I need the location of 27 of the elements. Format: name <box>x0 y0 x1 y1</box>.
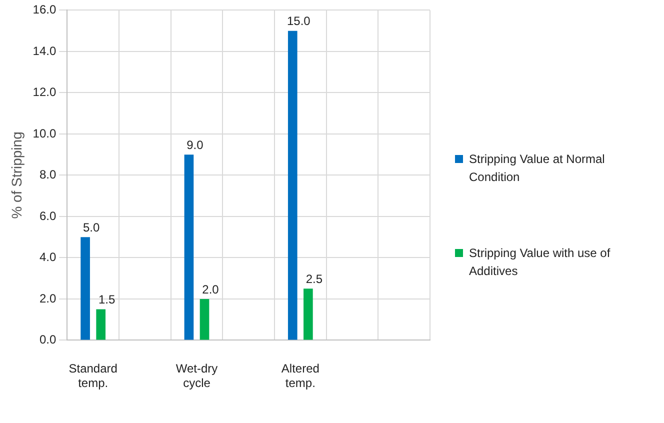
y-tick-label: 2.0 <box>39 291 56 306</box>
legend-label: Stripping Value at Normal Condition <box>469 151 606 186</box>
data-label: 1.5 <box>98 292 116 307</box>
y-tick-label: 8.0 <box>39 168 56 182</box>
data-label: 2.5 <box>306 272 323 286</box>
y-tick-label: 12.0 <box>32 85 56 100</box>
x-tick-label: Altered temp. <box>281 362 320 390</box>
x-tick-label: Standard temp. <box>68 362 118 390</box>
legend-label: Stripping Value with use of Additives <box>469 245 612 280</box>
bar <box>80 237 90 340</box>
y-axis-title: % of Stripping <box>8 132 24 219</box>
data-label: 9.0 <box>186 138 204 152</box>
data-label: 15.0 <box>286 14 311 28</box>
bar <box>304 288 313 340</box>
bar <box>288 30 298 340</box>
y-tick-label: 16.0 <box>32 2 56 17</box>
bar <box>96 309 106 340</box>
data-label: 5.0 <box>82 220 100 234</box>
y-tick-label: 4.0 <box>39 250 56 264</box>
y-tick-label: 14.0 <box>32 44 56 58</box>
data-label: 2.0 <box>202 282 220 296</box>
x-tick-label: Wet-dry cycle <box>176 362 218 390</box>
y-tick-label: 0.0 <box>39 332 56 347</box>
y-tick-label: 10.0 <box>32 126 56 140</box>
y-tick-label: 6.0 <box>39 208 56 223</box>
bar <box>200 298 210 340</box>
bar <box>184 154 194 340</box>
